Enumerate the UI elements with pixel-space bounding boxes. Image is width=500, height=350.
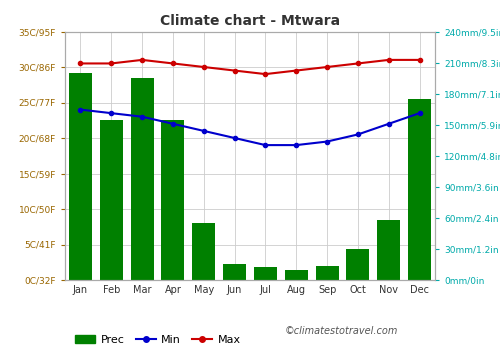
Text: ©climatestotravel.com: ©climatestotravel.com bbox=[285, 326, 399, 336]
Bar bbox=[377, 220, 400, 280]
Legend: Prec, Min, Max: Prec, Min, Max bbox=[70, 330, 245, 349]
Bar bbox=[192, 223, 216, 280]
Bar bbox=[69, 73, 92, 280]
Bar bbox=[100, 119, 123, 280]
Bar bbox=[223, 265, 246, 280]
Bar bbox=[254, 267, 277, 280]
Title: Climate chart - Mtwara: Climate chart - Mtwara bbox=[160, 14, 340, 28]
Bar bbox=[346, 249, 370, 280]
Bar bbox=[284, 270, 308, 280]
Bar bbox=[162, 119, 184, 280]
Bar bbox=[316, 266, 338, 280]
Bar bbox=[130, 78, 154, 280]
Bar bbox=[408, 99, 431, 280]
